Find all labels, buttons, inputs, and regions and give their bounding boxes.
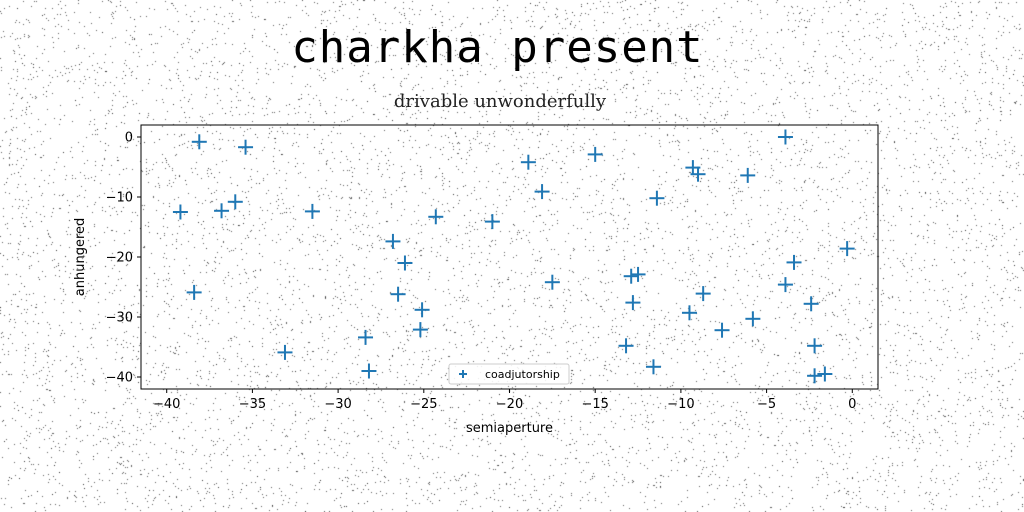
- data-point: [305, 204, 320, 219]
- data-point: [277, 345, 292, 360]
- data-point: [413, 322, 428, 337]
- legend-label: coadjutorship: [485, 368, 560, 381]
- data-point: [624, 269, 639, 284]
- x-tick-label: −20: [496, 397, 523, 412]
- data-point: [228, 194, 243, 209]
- y-tick-label: −30: [106, 311, 133, 326]
- data-point: [361, 364, 376, 379]
- x-tick-label: −25: [410, 397, 437, 412]
- data-point: [804, 296, 819, 311]
- plot-frame: [141, 125, 878, 389]
- data-point: [238, 140, 253, 155]
- y-tick-label: −20: [106, 251, 133, 266]
- data-point: [646, 359, 661, 374]
- x-tick-label: −10: [667, 397, 694, 412]
- data-point: [817, 367, 832, 382]
- x-tick-label: −5: [757, 397, 776, 412]
- data-point: [807, 338, 822, 353]
- y-axis-label: anhungered: [73, 218, 88, 296]
- data-point: [745, 311, 760, 326]
- data-point: [521, 155, 536, 170]
- x-tick-label: −30: [324, 397, 351, 412]
- data-point: [173, 205, 188, 220]
- data-point: [187, 285, 202, 300]
- data-point: [545, 275, 560, 290]
- data-point: [485, 214, 500, 229]
- data-point: [192, 134, 207, 149]
- data-point: [385, 234, 400, 249]
- x-tick-label: −40: [153, 397, 180, 412]
- data-point: [778, 277, 793, 292]
- data-point: [358, 330, 373, 345]
- data-point: [715, 323, 730, 338]
- data-point: [696, 286, 711, 301]
- data-point: [214, 203, 229, 218]
- data-point: [428, 209, 443, 224]
- data-point: [778, 130, 793, 145]
- x-tick-label: −35: [239, 397, 266, 412]
- data-point: [740, 168, 755, 183]
- data-point: [807, 368, 822, 383]
- data-point: [682, 305, 697, 320]
- y-axis: 0 −10 −20 −30 −40: [106, 131, 141, 386]
- legend: coadjutorship: [449, 364, 569, 384]
- x-tick-label: 0: [848, 397, 856, 412]
- data-point: [649, 191, 664, 206]
- x-axis: −40 −35 −30 −25 −20 −15 −10 −5 0: [153, 389, 856, 412]
- data-point: [397, 256, 412, 271]
- data-point: [619, 338, 634, 353]
- y-tick-label: −10: [106, 191, 133, 206]
- plot-border: [141, 125, 878, 389]
- data-point: [625, 295, 640, 310]
- y-tick-label: −40: [106, 371, 133, 386]
- data-point: [631, 267, 646, 282]
- data-point: [535, 184, 550, 199]
- x-tick-label: −15: [581, 397, 608, 412]
- data-point: [787, 255, 802, 270]
- data-point: [415, 302, 430, 317]
- x-axis-label: semiaperture: [466, 421, 553, 436]
- data-point: [391, 287, 406, 302]
- data-point: [840, 241, 855, 256]
- y-tick-label: 0: [125, 131, 133, 146]
- data-points: [173, 130, 855, 384]
- data-point: [588, 147, 603, 162]
